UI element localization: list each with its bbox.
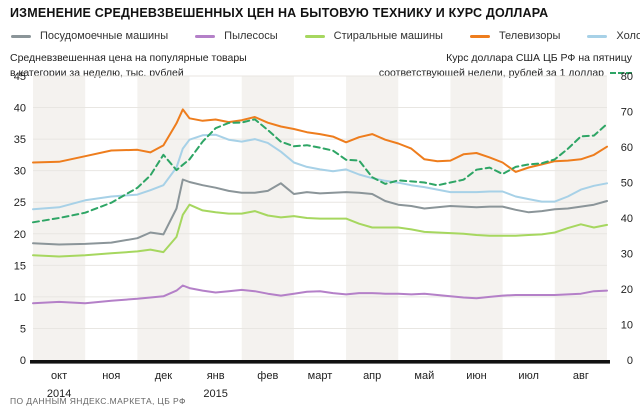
right-axis-tick: 0 [627, 355, 633, 367]
right-axis-tick: 70 [621, 107, 633, 119]
legend-label: Стиральные машины [333, 30, 443, 42]
month-stripe [346, 76, 399, 360]
dishwashers-line-swatch [11, 34, 31, 38]
legend-label: Телевизоры [498, 30, 561, 42]
vacuums-line-swatch [195, 34, 216, 38]
month-label: фев [257, 370, 278, 382]
month-label: апр [363, 370, 381, 382]
legend-label: Посудомоечные машины [40, 30, 169, 42]
year-label: 2015 [203, 388, 227, 400]
left-axis-tick: 45 [14, 71, 26, 83]
month-label: май [414, 370, 434, 382]
month-label: дек [155, 370, 173, 382]
chart-title: ИЗМЕНЕНИЕ СРЕДНЕВЗВЕШЕННЫХ ЦЕН НА БЫТОВУ… [10, 6, 549, 20]
left-axis-tick: 35 [14, 134, 26, 146]
fridges-line-swatch [587, 34, 608, 38]
right-axis-tick: 30 [621, 249, 633, 261]
month-stripe [137, 76, 190, 360]
left-axis-tick: 10 [14, 292, 26, 304]
left-axis-tick: 5 [20, 323, 26, 335]
series-line-Холодильники [32, 133, 608, 211]
left-axis-tick: 30 [14, 166, 26, 178]
tvs-line-swatch [469, 34, 490, 38]
legend-label: Холодильники [616, 30, 640, 42]
right-axis-tick: 60 [621, 142, 633, 154]
series-line-Посудомоечные машины [32, 178, 608, 246]
legend-item-vacuums: Пылесосы [195, 30, 278, 42]
left-axis-tick: 15 [14, 260, 26, 272]
right-axis-tick: 20 [621, 284, 633, 296]
legend: Посудомоечные машины Пылесосы Стиральные… [11, 30, 640, 42]
right-axis-tick: 50 [621, 178, 633, 190]
series-line-Курс доллара США ЦБ РФ [32, 118, 608, 224]
right-axis-tick: 10 [621, 320, 633, 332]
legend-item-dishwashers: Посудомоечные машины [11, 30, 168, 42]
left-axis-tick: 25 [14, 197, 26, 209]
legend-label: Пылесосы [224, 30, 278, 42]
legend-item-washers: Стиральные машины [304, 30, 443, 42]
month-stripe [450, 76, 503, 360]
washers-line-swatch [304, 34, 325, 38]
right-caption-line1: Курс доллара США ЦБ РФ на пятницу [446, 52, 632, 64]
left-axis-tick: 40 [14, 103, 26, 115]
right-axis-tick: 40 [621, 213, 633, 225]
year-label: 2014 [47, 388, 71, 400]
legend-item-tvs: Телевизоры [469, 30, 561, 42]
series-line-Пылесосы [32, 284, 608, 305]
month-stripe [554, 76, 607, 360]
month-label: ноя [102, 370, 120, 382]
left-axis-tick: 20 [14, 229, 26, 241]
legend-item-fridges: Холодильники [587, 30, 640, 42]
right-axis-tick: 80 [621, 71, 633, 83]
month-label: авг [573, 370, 589, 382]
month-label: окт [51, 370, 67, 382]
month-label: июл [518, 370, 539, 382]
x-axis-baseline [30, 360, 610, 364]
series-line-Стиральные машины [32, 203, 608, 258]
month-label: март [308, 370, 333, 382]
source-footer: ПО ДАННЫМ ЯНДЕКС.МАРКЕТА, ЦБ РФ [10, 396, 186, 406]
dollar-dashed-line-swatch [610, 71, 632, 74]
left-caption-line1: Средневзвешенная цена на популярные това… [10, 52, 247, 64]
month-label: июн [466, 370, 486, 382]
left-axis-tick: 0 [20, 355, 26, 367]
month-label: янв [207, 370, 225, 382]
series-line-Телевизоры [32, 108, 608, 173]
